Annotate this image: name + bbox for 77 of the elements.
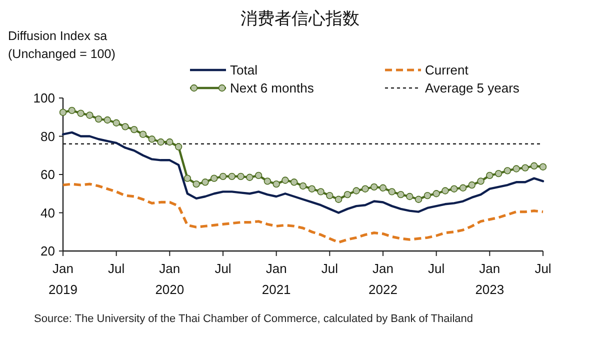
legend-label: Current	[425, 62, 469, 78]
point	[59, 108, 67, 116]
point	[130, 126, 138, 134]
legend-label: Average 5 years	[425, 80, 520, 96]
point	[522, 164, 529, 172]
point	[104, 116, 112, 124]
point	[539, 163, 547, 170]
point	[424, 192, 432, 200]
legend-label: Total	[230, 62, 258, 78]
point	[459, 184, 467, 192]
y-axis-title: Diffusion Index sa (Unchanged = 100)	[8, 29, 116, 61]
point	[352, 187, 360, 194]
point	[344, 190, 352, 198]
point	[174, 143, 182, 150]
x-tick-label: Jan 2019	[48, 261, 78, 297]
x-tick-label: Jul	[214, 261, 232, 276]
point	[442, 187, 449, 194]
x-tick-label: Jul	[321, 261, 338, 276]
point	[406, 192, 414, 200]
point	[326, 192, 334, 200]
x-tick-label: Jan 2020	[155, 261, 184, 297]
point	[148, 136, 156, 143]
point	[388, 188, 396, 196]
point	[192, 180, 200, 188]
point	[246, 174, 254, 181]
y-tick-label: 20	[40, 244, 55, 258]
point	[202, 178, 209, 186]
point	[219, 172, 227, 180]
point	[334, 196, 342, 203]
x-tick-label: Jan 2021	[262, 261, 291, 297]
point	[397, 190, 404, 198]
point	[414, 196, 422, 203]
point	[379, 184, 387, 192]
x-tick-label: Jul	[534, 261, 552, 276]
point	[139, 130, 147, 138]
point	[228, 172, 236, 180]
x-tick-label: Jan 2023	[475, 261, 504, 297]
point	[477, 178, 484, 185]
point	[237, 172, 244, 180]
point	[530, 162, 538, 170]
point	[468, 181, 476, 189]
point	[299, 182, 307, 190]
point	[450, 185, 458, 192]
point	[254, 172, 262, 180]
point	[494, 170, 502, 178]
point	[486, 172, 494, 180]
source-note: Source: The University of the Thai Chamber of Commerce, calculated by Bank of Thailand	[34, 313, 473, 325]
chart-title: 消费者信心指数	[240, 9, 360, 28]
y-tick-label: 40	[40, 205, 55, 220]
point	[68, 106, 76, 114]
point	[210, 174, 218, 182]
point	[94, 115, 102, 123]
x-tick-label: Jul	[108, 261, 125, 276]
y-tick-label: 80	[40, 128, 55, 144]
point	[282, 176, 289, 184]
y-tick-label: 60	[40, 167, 55, 182]
point	[112, 119, 120, 126]
y-tick-label: 100	[33, 90, 55, 106]
point	[272, 180, 280, 188]
point	[362, 185, 369, 192]
point	[512, 165, 520, 172]
legend-label: Next 6 months	[230, 80, 314, 96]
point	[504, 167, 512, 174]
point	[157, 138, 164, 146]
point	[122, 123, 129, 130]
point	[184, 174, 192, 182]
point	[432, 190, 440, 198]
point	[86, 112, 94, 119]
point	[77, 110, 84, 117]
point	[264, 178, 272, 185]
x-tick-label: Jul	[428, 261, 445, 276]
point	[166, 138, 174, 146]
point	[370, 183, 378, 191]
point	[308, 185, 316, 192]
point	[317, 188, 324, 196]
point	[290, 178, 298, 186]
x-tick-label: Jan 2022	[368, 261, 398, 297]
